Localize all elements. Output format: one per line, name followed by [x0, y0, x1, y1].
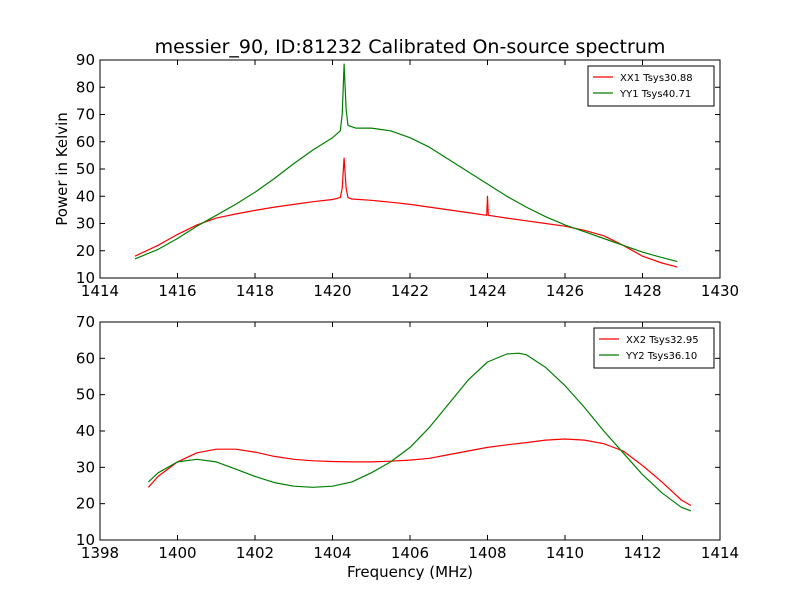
legend-box — [587, 65, 715, 107]
x-tick-label: 1410 — [546, 544, 584, 562]
x-tick-label: 1414 — [701, 544, 739, 562]
x-tick-label: 1406 — [391, 544, 429, 562]
y-tick-label: 60 — [76, 349, 95, 367]
y-tick-label: 60 — [76, 133, 95, 151]
y-tick-label: 10 — [76, 531, 95, 549]
legend-box — [593, 327, 715, 369]
bottom-x-axis-label: Frequency (MHz) — [347, 563, 473, 581]
y-tick-label: 20 — [76, 495, 95, 513]
y-tick-label: 30 — [76, 458, 95, 476]
y-tick-label: 10 — [76, 269, 95, 287]
y-tick-label: 40 — [76, 422, 95, 440]
x-tick-label: 1404 — [313, 544, 351, 562]
y-tick-label: 30 — [76, 215, 95, 233]
x-tick-label: 1420 — [313, 282, 351, 300]
series-line-xx — [134, 157, 678, 268]
chart-title: messier_90, ID:81232 Calibrated On-sourc… — [155, 36, 666, 58]
x-tick-label: 1426 — [546, 282, 584, 300]
legend-entry: YY1 Tsys40.71 — [619, 89, 691, 100]
x-tick-label: 1400 — [158, 544, 196, 562]
series-line-xx — [147, 438, 692, 507]
legend: XX2 Tsys32.95 YY2 Tsys36.10 — [593, 327, 715, 369]
x-tick-label: 1422 — [391, 282, 429, 300]
x-tick-label: 1414 — [81, 282, 119, 300]
legend-entry: XX1 Tsys30.88 — [620, 73, 693, 84]
top-spectrum-panel: 1414 1416 1418 1420 1422 1424 1426 1428 1430 10 20… — [76, 51, 739, 300]
y-tick-label: 80 — [76, 78, 95, 96]
series-line-yy — [147, 352, 692, 512]
y-tick-label: 20 — [76, 242, 95, 260]
x-tick-label: 1428 — [623, 282, 661, 300]
y-tick-label: 70 — [76, 106, 95, 124]
x-tick-label: 1418 — [236, 282, 274, 300]
legend-entry: XX2 Tsys32.95 — [626, 335, 699, 346]
x-tick-label: 1424 — [468, 282, 506, 300]
x-tick-label: 1398 — [81, 544, 119, 562]
x-tick-label: 1408 — [468, 544, 506, 562]
bottom-spectrum-panel: 1398 1400 1402 1404 1406 1408 1410 1412 1414 10 20… — [76, 313, 739, 562]
top-y-axis-label: Power in Kelvin — [53, 112, 71, 226]
legend-entry: YY2 Tsys36.10 — [625, 351, 697, 362]
x-tick-label: 1416 — [158, 282, 196, 300]
x-tick-label: 1412 — [623, 544, 661, 562]
y-tick-label: 70 — [76, 313, 95, 331]
y-tick-label: 90 — [76, 51, 95, 69]
y-tick-label: 50 — [76, 160, 95, 178]
y-tick-label: 50 — [76, 386, 95, 404]
legend: XX1 Tsys30.88 YY1 Tsys40.71 — [587, 65, 715, 107]
y-tick-label: 40 — [76, 187, 95, 205]
x-tick-label: 1402 — [236, 544, 274, 562]
series-line-yy — [134, 63, 678, 263]
x-tick-label: 1430 — [701, 282, 739, 300]
